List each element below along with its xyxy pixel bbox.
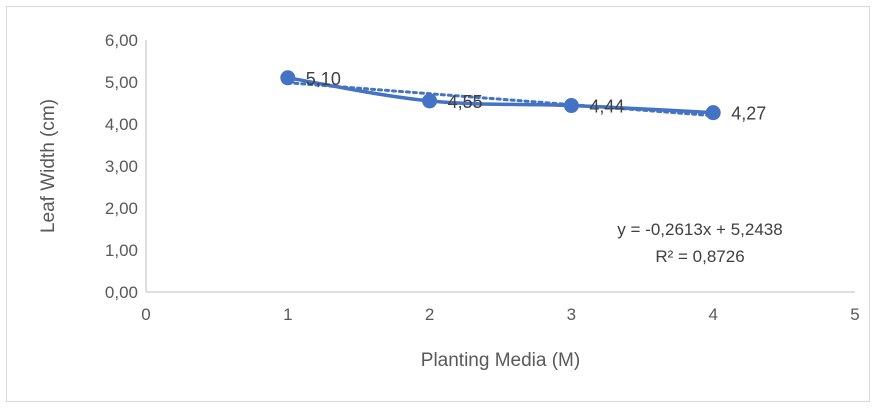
data-point <box>422 93 438 109</box>
chart-frame <box>6 6 870 402</box>
axes <box>145 40 855 293</box>
series-line <box>286 76 715 115</box>
series-path <box>286 76 715 115</box>
y-tick-label: 1,00 <box>105 241 138 260</box>
y-tick-label: 3,00 <box>105 157 138 176</box>
trendline-equation: y = -0,2613x + 5,2438 <box>617 220 782 239</box>
data-points <box>280 70 721 121</box>
y-tick-label: 6,00 <box>105 31 138 50</box>
data-label: 4,27 <box>731 104 766 124</box>
data-point <box>280 70 296 86</box>
y-tick-label: 5,00 <box>105 73 138 92</box>
data-label: 4,55 <box>448 92 483 112</box>
data-labels: 5,10 4,55 4,44 4,27 <box>306 69 766 124</box>
x-tick-labels: 0 1 2 3 4 5 <box>141 305 859 324</box>
x-tick-label: 1 <box>283 305 292 324</box>
x-tick-label: 0 <box>141 305 150 324</box>
y-axis-title: Leaf Width (cm) <box>38 99 59 233</box>
data-label: 4,44 <box>589 97 624 117</box>
data-point <box>563 98 579 114</box>
y-tick-label: 0,00 <box>105 283 138 302</box>
x-tick-label: 5 <box>850 305 859 324</box>
trendline-r-squared: R² = 0,8726 <box>655 247 744 266</box>
y-tick-labels: 0,00 1,00 2,00 3,00 4,00 5,00 6,00 <box>105 31 138 302</box>
data-label: 5,10 <box>306 69 341 89</box>
x-tick-label: 4 <box>708 305 717 324</box>
data-point <box>705 105 721 121</box>
x-tick-label: 2 <box>425 305 434 324</box>
y-tick-label: 2,00 <box>105 199 138 218</box>
x-tick-label: 3 <box>567 305 576 324</box>
x-axis-title: Planting Media (M) <box>421 350 580 371</box>
y-tick-label: 4,00 <box>105 115 138 134</box>
